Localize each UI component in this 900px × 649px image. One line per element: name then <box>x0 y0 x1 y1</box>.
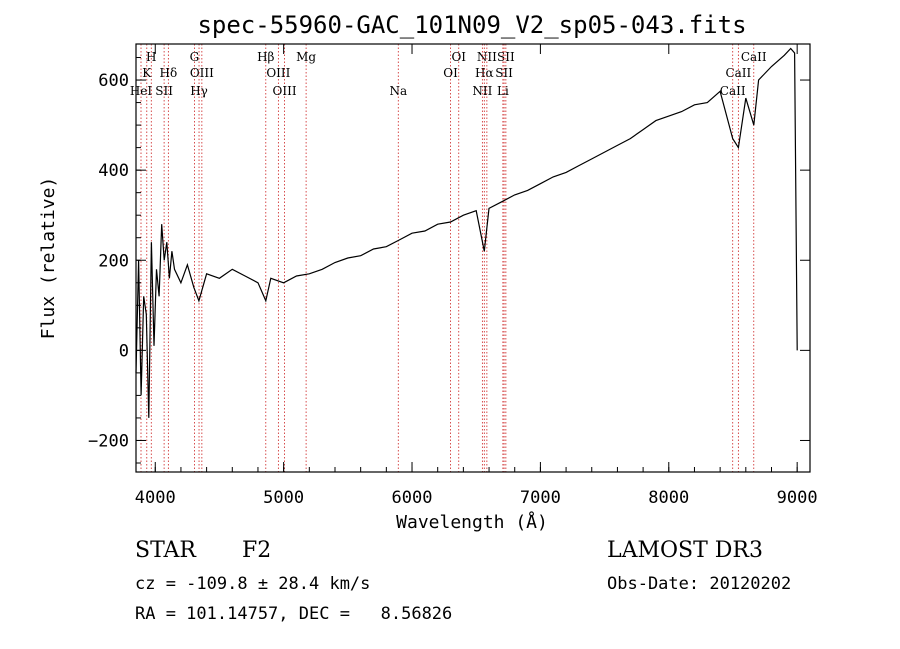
x-tick-label: 9000 <box>777 488 818 508</box>
line-marker-label: H <box>146 50 156 64</box>
line-marker-label: NII <box>472 84 492 98</box>
line-marker-label: K <box>142 66 152 80</box>
obs-date: Obs-Date: 20120202 <box>607 574 792 594</box>
survey-name: LAMOST DR3 <box>607 538 763 563</box>
y-tick-label: 0 <box>119 341 129 361</box>
y-tick-label: 400 <box>98 161 129 181</box>
spectrum-chart: spec-55960-GAC_101N09_V2_sp05-043.fits H… <box>38 11 818 533</box>
line-marker-label: CaII <box>741 50 767 64</box>
y-axis-label: Flux (relative) <box>38 177 59 340</box>
line-marker-label: CaII <box>720 84 746 98</box>
line-marker-label: Li <box>497 84 509 98</box>
line-marker-label: CaII <box>725 66 751 80</box>
x-tick-label: 6000 <box>392 488 433 508</box>
line-marker-label: OI <box>451 50 466 64</box>
y-tick-label: −200 <box>88 431 129 451</box>
plot-frame <box>135 43 811 473</box>
line-marker-label: Na <box>389 84 407 98</box>
x-tick-label: 7000 <box>520 488 561 508</box>
line-marker-label: OIII <box>190 66 214 80</box>
line-marker-label: NII <box>477 50 497 64</box>
line-marker-label: SII <box>495 66 513 80</box>
line-marker-label: Mg <box>296 50 316 64</box>
x-tick-label: 4000 <box>135 488 176 508</box>
object-subclass: F2 <box>242 538 272 563</box>
axis-ticks: 4000 5000 6000 7000 8000 9000 −200 0 200 400 600 <box>88 44 818 508</box>
line-marker-label: HeI <box>130 84 153 98</box>
redshift-readout: cz = -109.8 ± 28.4 km/s <box>135 574 371 594</box>
line-marker-label: Hδ <box>160 66 178 80</box>
line-marker-label: OI <box>443 66 458 80</box>
spectrum-series-line <box>135 47 798 418</box>
line-marker-label: Hβ <box>257 50 274 64</box>
line-marker-label: Hγ <box>190 84 208 98</box>
object-class: STAR <box>135 538 196 563</box>
line-marker-label: Hα <box>475 66 494 80</box>
line-marker-label: SII <box>155 84 173 98</box>
line-marker-label: G <box>190 50 200 64</box>
y-tick-label: 600 <box>98 71 129 91</box>
line-marker-label: OIII <box>266 66 290 80</box>
ra-dec-readout: RA = 101.14757, DEC = 8.56826 <box>135 604 453 624</box>
chart-title: spec-55960-GAC_101N09_V2_sp05-043.fits <box>197 11 746 39</box>
x-tick-label: 8000 <box>648 488 689 508</box>
y-tick-label: 200 <box>98 251 129 271</box>
x-tick-label: 5000 <box>263 488 304 508</box>
line-marker-label: OIII <box>273 84 297 98</box>
line-marker-label: SII <box>497 50 515 64</box>
x-axis-label: Wavelength (Å) <box>396 511 548 533</box>
